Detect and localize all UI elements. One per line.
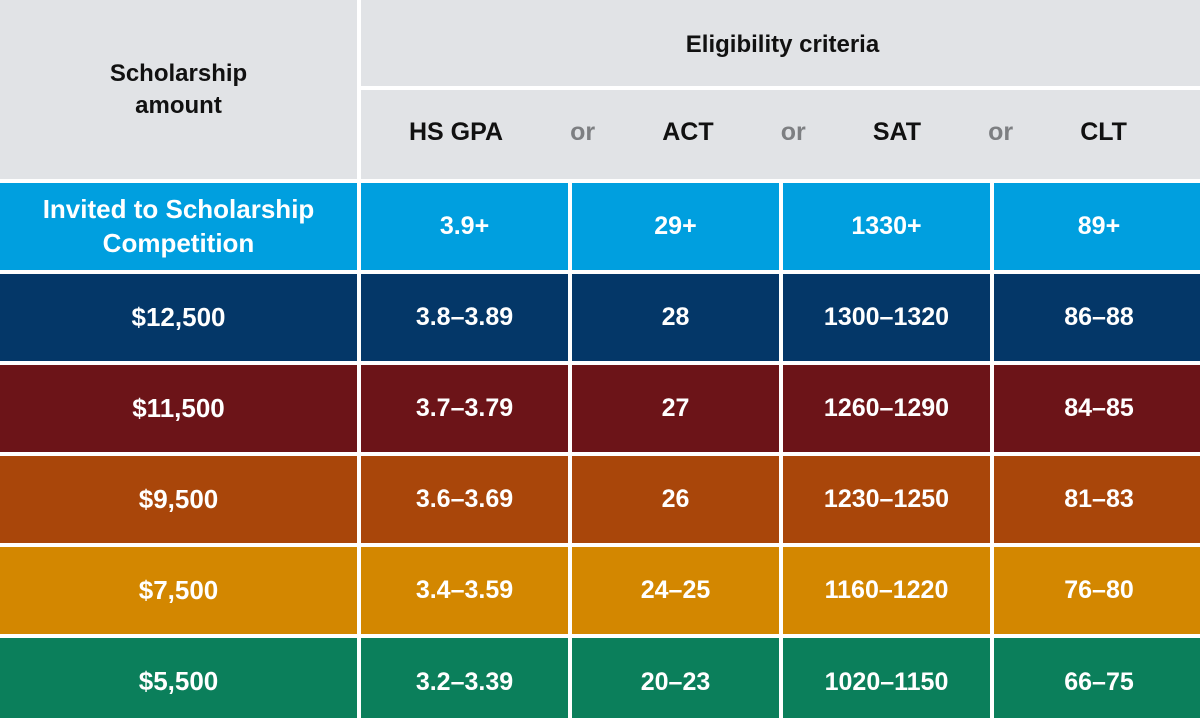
table-cell-sat: 1160–1220 [783, 547, 990, 634]
table-cell-sat: 1260–1290 [783, 365, 990, 452]
table-cell-act: 27 [572, 365, 779, 452]
table-cell-clt: 76–80 [994, 547, 1200, 634]
or-separator: or [988, 118, 1014, 146]
table-cell-gpa: 3.4–3.59 [361, 547, 568, 634]
table-row-amount: $12,500 [0, 274, 357, 361]
or-separator: or [780, 118, 806, 146]
table-cell-sat: 1330+ [783, 183, 990, 270]
column-header-sat: SAT [872, 118, 921, 146]
table-cell-gpa: 3.6–3.69 [361, 456, 568, 543]
column-header-act: ACT [662, 118, 714, 146]
table-cell-act: 29+ [572, 183, 779, 270]
column-header-clt: CLT [1080, 118, 1127, 146]
table-cell-act: 20–23 [572, 638, 779, 718]
table-cell-clt: 81–83 [994, 456, 1200, 543]
table-cell-gpa: 3.8–3.89 [361, 274, 568, 361]
table-cell-sat: 1230–1250 [783, 456, 990, 543]
table-cell-act: 26 [572, 456, 779, 543]
table-cell-act: 24–25 [572, 547, 779, 634]
scholarship-amount-header: Scholarship amount [0, 0, 357, 179]
table-cell-gpa: 3.7–3.79 [361, 365, 568, 452]
table-cell-sat: 1020–1150 [783, 638, 990, 718]
table-cell-clt: 66–75 [994, 638, 1200, 718]
table-cell-clt: 84–85 [994, 365, 1200, 452]
table-row-amount: $7,500 [0, 547, 357, 634]
table-cell-gpa: 3.2–3.39 [361, 638, 568, 718]
table-cell-sat: 1300–1320 [783, 274, 990, 361]
table-cell-clt: 86–88 [994, 274, 1200, 361]
table-row-amount: Invited to Scholarship Competition [0, 183, 357, 270]
table-cell-gpa: 3.9+ [361, 183, 568, 270]
table-row-amount: $11,500 [0, 365, 357, 452]
eligibility-criteria-header: Eligibility criteria [361, 0, 1200, 86]
table-row-amount: $5,500 [0, 638, 357, 718]
table-cell-act: 28 [572, 274, 779, 361]
table-cell-clt: 89+ [994, 183, 1200, 270]
table-row-amount: $9,500 [0, 456, 357, 543]
column-header-hs-gpa: HS GPA [409, 118, 503, 146]
or-separator: or [570, 118, 596, 146]
criteria-subheader-row: HS GPA or ACT or SAT or CLT [361, 90, 1200, 179]
